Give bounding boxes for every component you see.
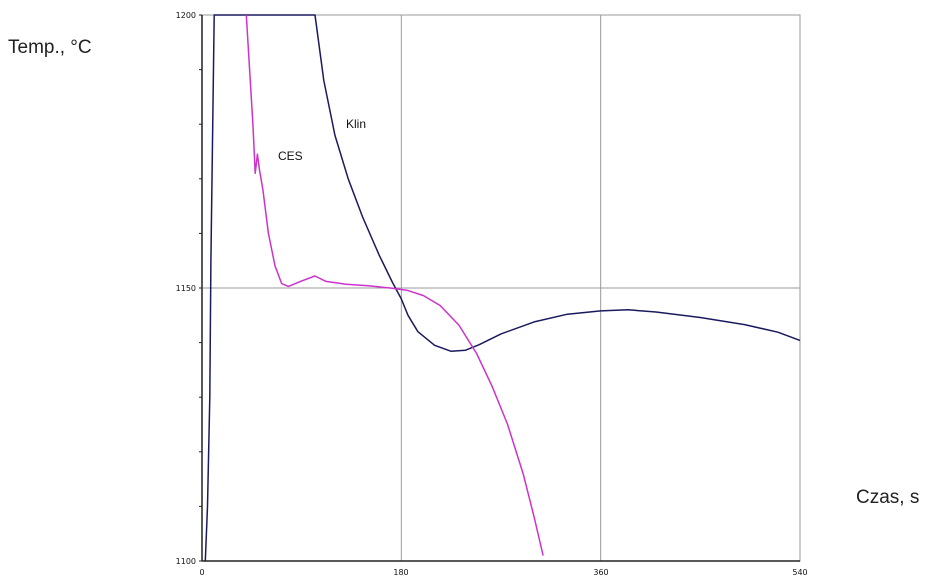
x-tick-label-0: 0 [199,568,204,577]
y-tick-label-1: 1150 [176,284,196,293]
series-line-ces [245,14,544,556]
y-axis-title: Temp., °C [8,37,92,58]
y-tick-label-2: 1200 [176,11,196,20]
grid [202,15,800,561]
y-minor-ticks [199,14,202,562]
series-label-ces: CES [278,149,303,163]
series-line-klin [204,14,801,562]
x-tick-label-1: 180 [393,568,408,577]
x-axis-title: Czas, s [856,487,920,508]
series-lines [204,14,801,562]
x-tick-label-3: 540 [792,568,807,577]
series-label-klin: Klin [346,117,366,131]
y-tick-label-0: 1100 [176,557,196,566]
x-tick-label-2: 360 [593,568,608,577]
